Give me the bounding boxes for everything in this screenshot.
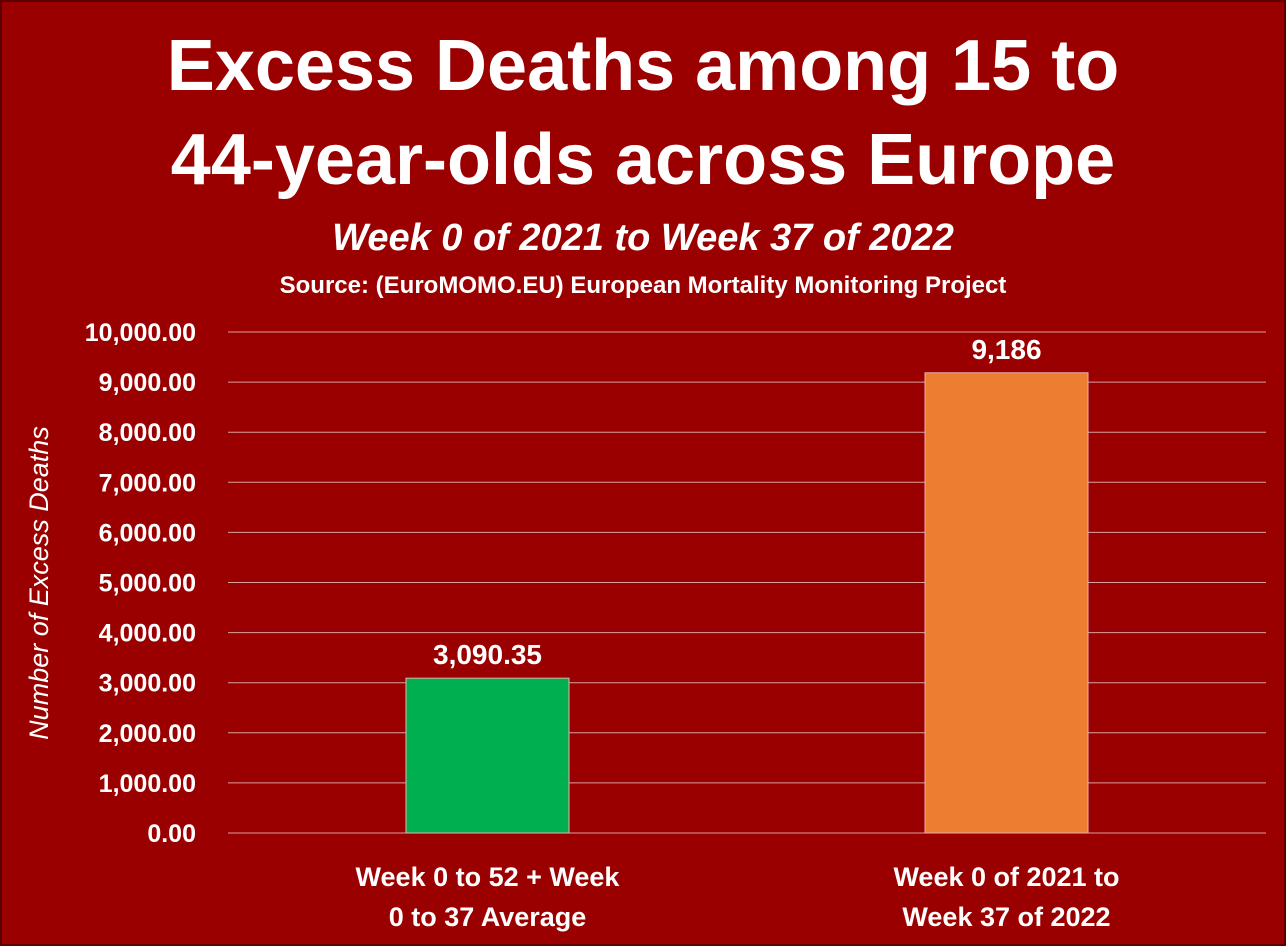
chart-subtitle: Week 0 of 2021 to Week 37 of 2022: [332, 217, 954, 259]
chart-source: Source: (EuroMOMO.EU) European Mortality…: [280, 272, 1007, 299]
chart-title-line-1: Excess Deaths among 15 to: [167, 26, 1119, 106]
x-tick-label: Week 0 of 2021 to Week 37 of 2022: [893, 862, 1119, 932]
gridlines: [228, 331, 1266, 834]
y-tick-label: 0.00: [147, 820, 196, 848]
x-axis-categories: Week 0 to 52 + Week 0 to 37 Average Week 0…: [356, 862, 1120, 932]
data-label: 3,090.35: [433, 639, 542, 670]
y-tick-label: 9,000.00: [99, 369, 196, 397]
chart-titles: Excess Deaths among 15 to 44-year-olds a…: [167, 26, 1119, 299]
y-axis-label: Number of Excess Deaths: [24, 426, 54, 740]
y-tick-label: 2,000.00: [99, 720, 196, 748]
bar: [924, 372, 1089, 834]
y-tick-label: 1,000.00: [99, 770, 196, 798]
y-tick-label: 8,000.00: [99, 419, 196, 447]
y-tick-label: 3,000.00: [99, 670, 196, 698]
x-tick-label: Week 0 to 52 + Week 0 to 37 Average: [356, 862, 621, 932]
chart-title-line-2: 44-year-olds across Europe: [171, 120, 1115, 200]
y-tick-label: 7,000.00: [99, 469, 196, 497]
bars: [405, 372, 1089, 834]
y-tick-label: 6,000.00: [99, 519, 196, 547]
data-labels: 3,090.35 9,186: [433, 334, 1042, 670]
y-axis-ticks: 0.00 1,000.00 2,000.00 3,000.00 4,000.00 5,00…: [85, 319, 196, 848]
y-tick-label: 10,000.00: [85, 319, 196, 347]
bar: [405, 677, 570, 834]
data-label: 9,186: [971, 334, 1041, 365]
y-tick-label: 4,000.00: [99, 620, 196, 648]
y-tick-label: 5,000.00: [99, 570, 196, 598]
